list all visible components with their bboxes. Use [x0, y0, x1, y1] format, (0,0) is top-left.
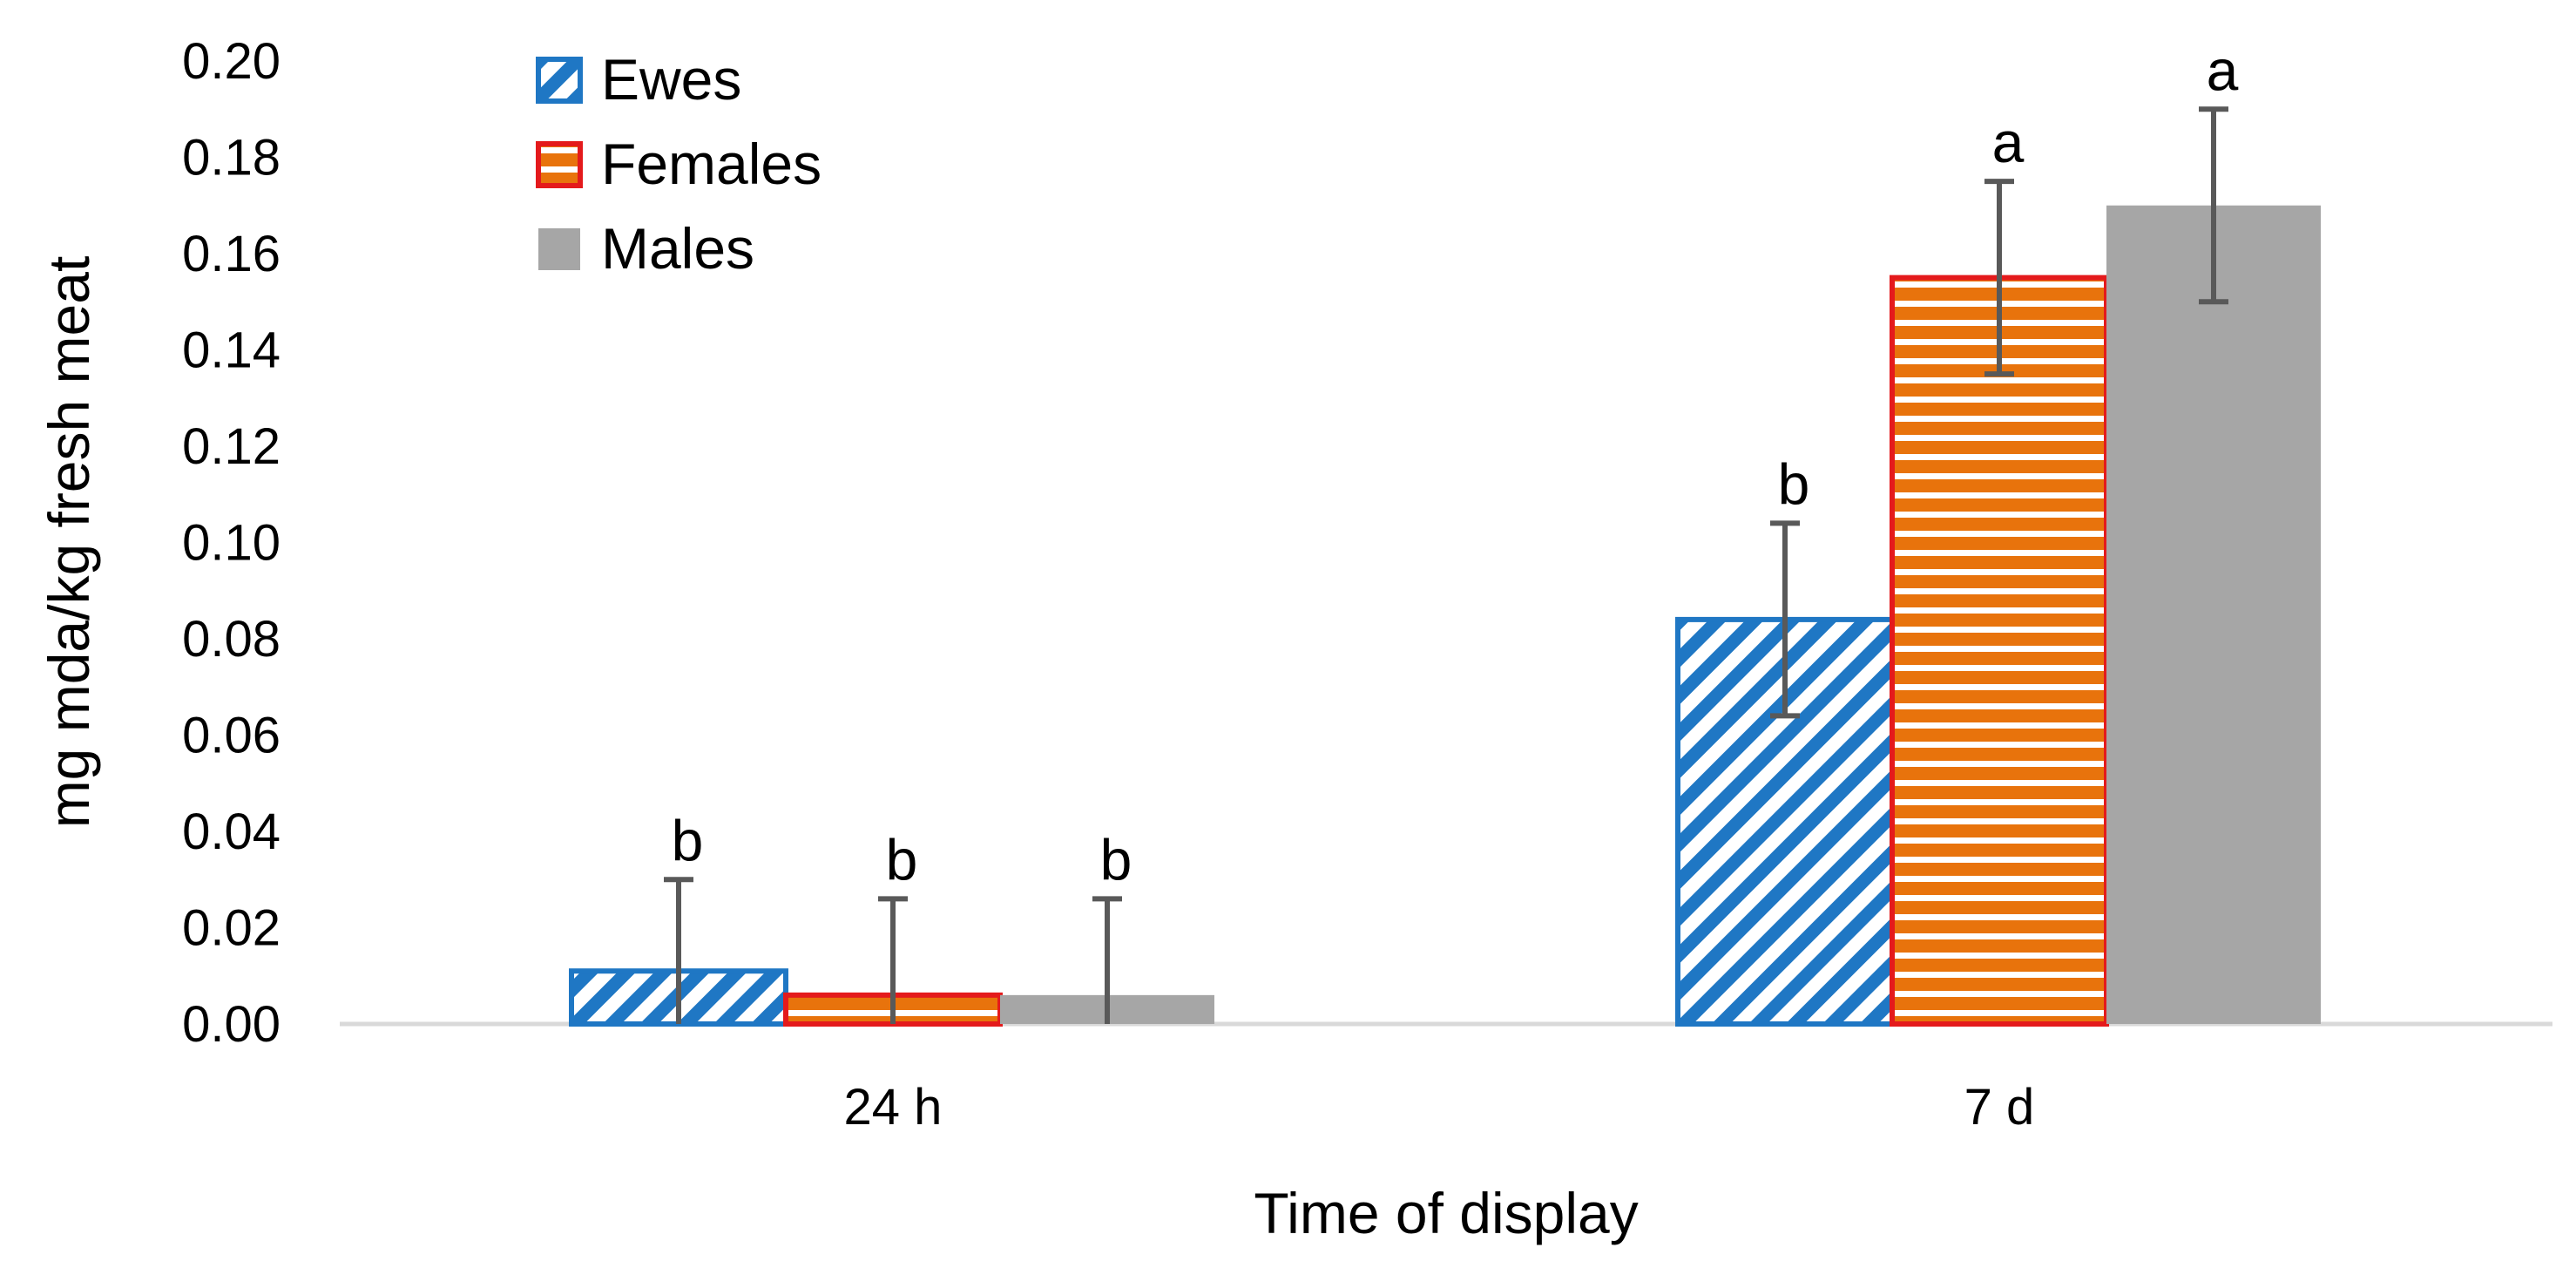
legend-swatch — [536, 141, 583, 188]
y-tick-label: 0.06 — [182, 708, 281, 764]
y-tick-label: 0.04 — [182, 804, 281, 860]
y-tick-label: 0.16 — [182, 226, 281, 282]
legend: Ewes Females Males — [536, 47, 821, 281]
bars-layer — [569, 205, 2321, 1027]
y-tick-label: 0.00 — [182, 996, 281, 1053]
bar — [2106, 205, 2321, 1024]
error-bars-layer — [664, 106, 2228, 1024]
y-axis-title: mg mda/kg fresh meat — [37, 256, 101, 829]
significance-label: b — [886, 827, 918, 892]
significance-label: b — [672, 808, 704, 872]
legend-label: Males — [601, 216, 754, 281]
y-tick-label: 0.02 — [182, 900, 281, 957]
x-tick-label: 7 d — [1964, 1079, 2035, 1136]
significance-label: b — [1100, 827, 1132, 892]
y-tick-label: 0.20 — [182, 33, 281, 90]
x-tick-label: 24 h — [844, 1079, 943, 1136]
y-tick-label: 0.10 — [182, 515, 281, 572]
labels-layer: 24 h 7 d b b b a b a Time of display mg mda/kg fr… — [37, 37, 2239, 1245]
y-tick-label: 0.12 — [182, 418, 281, 475]
legend-label: Females — [601, 132, 821, 196]
legend-swatch — [538, 228, 580, 270]
axes-layer: 0.00 0.02 0.04 0.06 0.08 0.10 0.12 0.14 0.16 0.18… — [182, 33, 2552, 1053]
y-tick-label: 0.18 — [182, 130, 281, 186]
y-tick-label: 0.08 — [182, 611, 281, 668]
legend-swatch — [536, 57, 583, 104]
y-tick-label: 0.14 — [182, 322, 281, 379]
significance-label: a — [1992, 110, 2025, 174]
significance-label: a — [2207, 37, 2239, 102]
legend-label: Ewes — [601, 47, 741, 112]
x-axis-title: Time of display — [1254, 1181, 1638, 1245]
significance-label: b — [1778, 451, 1810, 516]
bar — [1890, 275, 2109, 1027]
